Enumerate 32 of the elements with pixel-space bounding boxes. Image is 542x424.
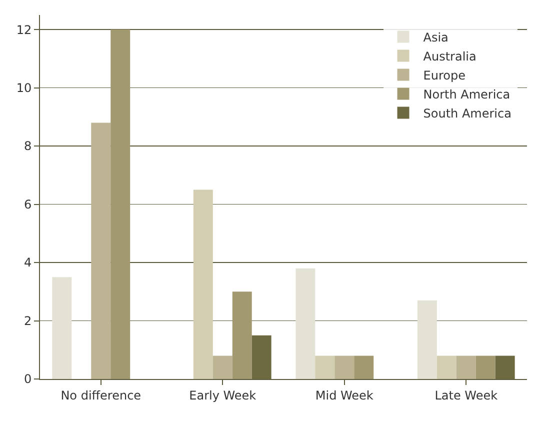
y-tick-label: 6 — [24, 197, 32, 212]
y-tick-label: 4 — [24, 256, 32, 270]
bar — [354, 356, 374, 379]
x-tick-label: No difference — [60, 388, 142, 402]
bar — [91, 122, 111, 379]
bar — [296, 268, 316, 379]
bar — [334, 356, 354, 379]
legend-label: Europe — [423, 68, 466, 82]
y-tick-label: 2 — [24, 314, 32, 328]
bar — [476, 356, 496, 379]
bar — [252, 335, 272, 379]
bar — [315, 356, 335, 379]
legend-label: South America — [423, 106, 512, 120]
x-tick-label: Early Week — [189, 388, 256, 402]
bar — [212, 356, 232, 379]
bar — [495, 356, 515, 379]
bar — [417, 300, 437, 379]
bar — [232, 292, 252, 379]
x-tick-label: Late Week — [434, 388, 498, 402]
bar — [456, 356, 476, 379]
y-tick-label: 12 — [16, 22, 32, 37]
bar — [436, 356, 456, 379]
y-tick-label: 8 — [24, 139, 32, 154]
legend-label: North America — [423, 87, 510, 102]
y-tick-label: 10 — [16, 81, 32, 95]
x-tick-label: Mid Week — [315, 388, 374, 402]
y-tick-label: 0 — [24, 372, 32, 386]
legend-label: Australia — [423, 49, 476, 64]
bar — [110, 30, 130, 379]
bar — [52, 277, 72, 379]
legend-label: Asia — [423, 30, 448, 44]
bar — [193, 190, 213, 379]
